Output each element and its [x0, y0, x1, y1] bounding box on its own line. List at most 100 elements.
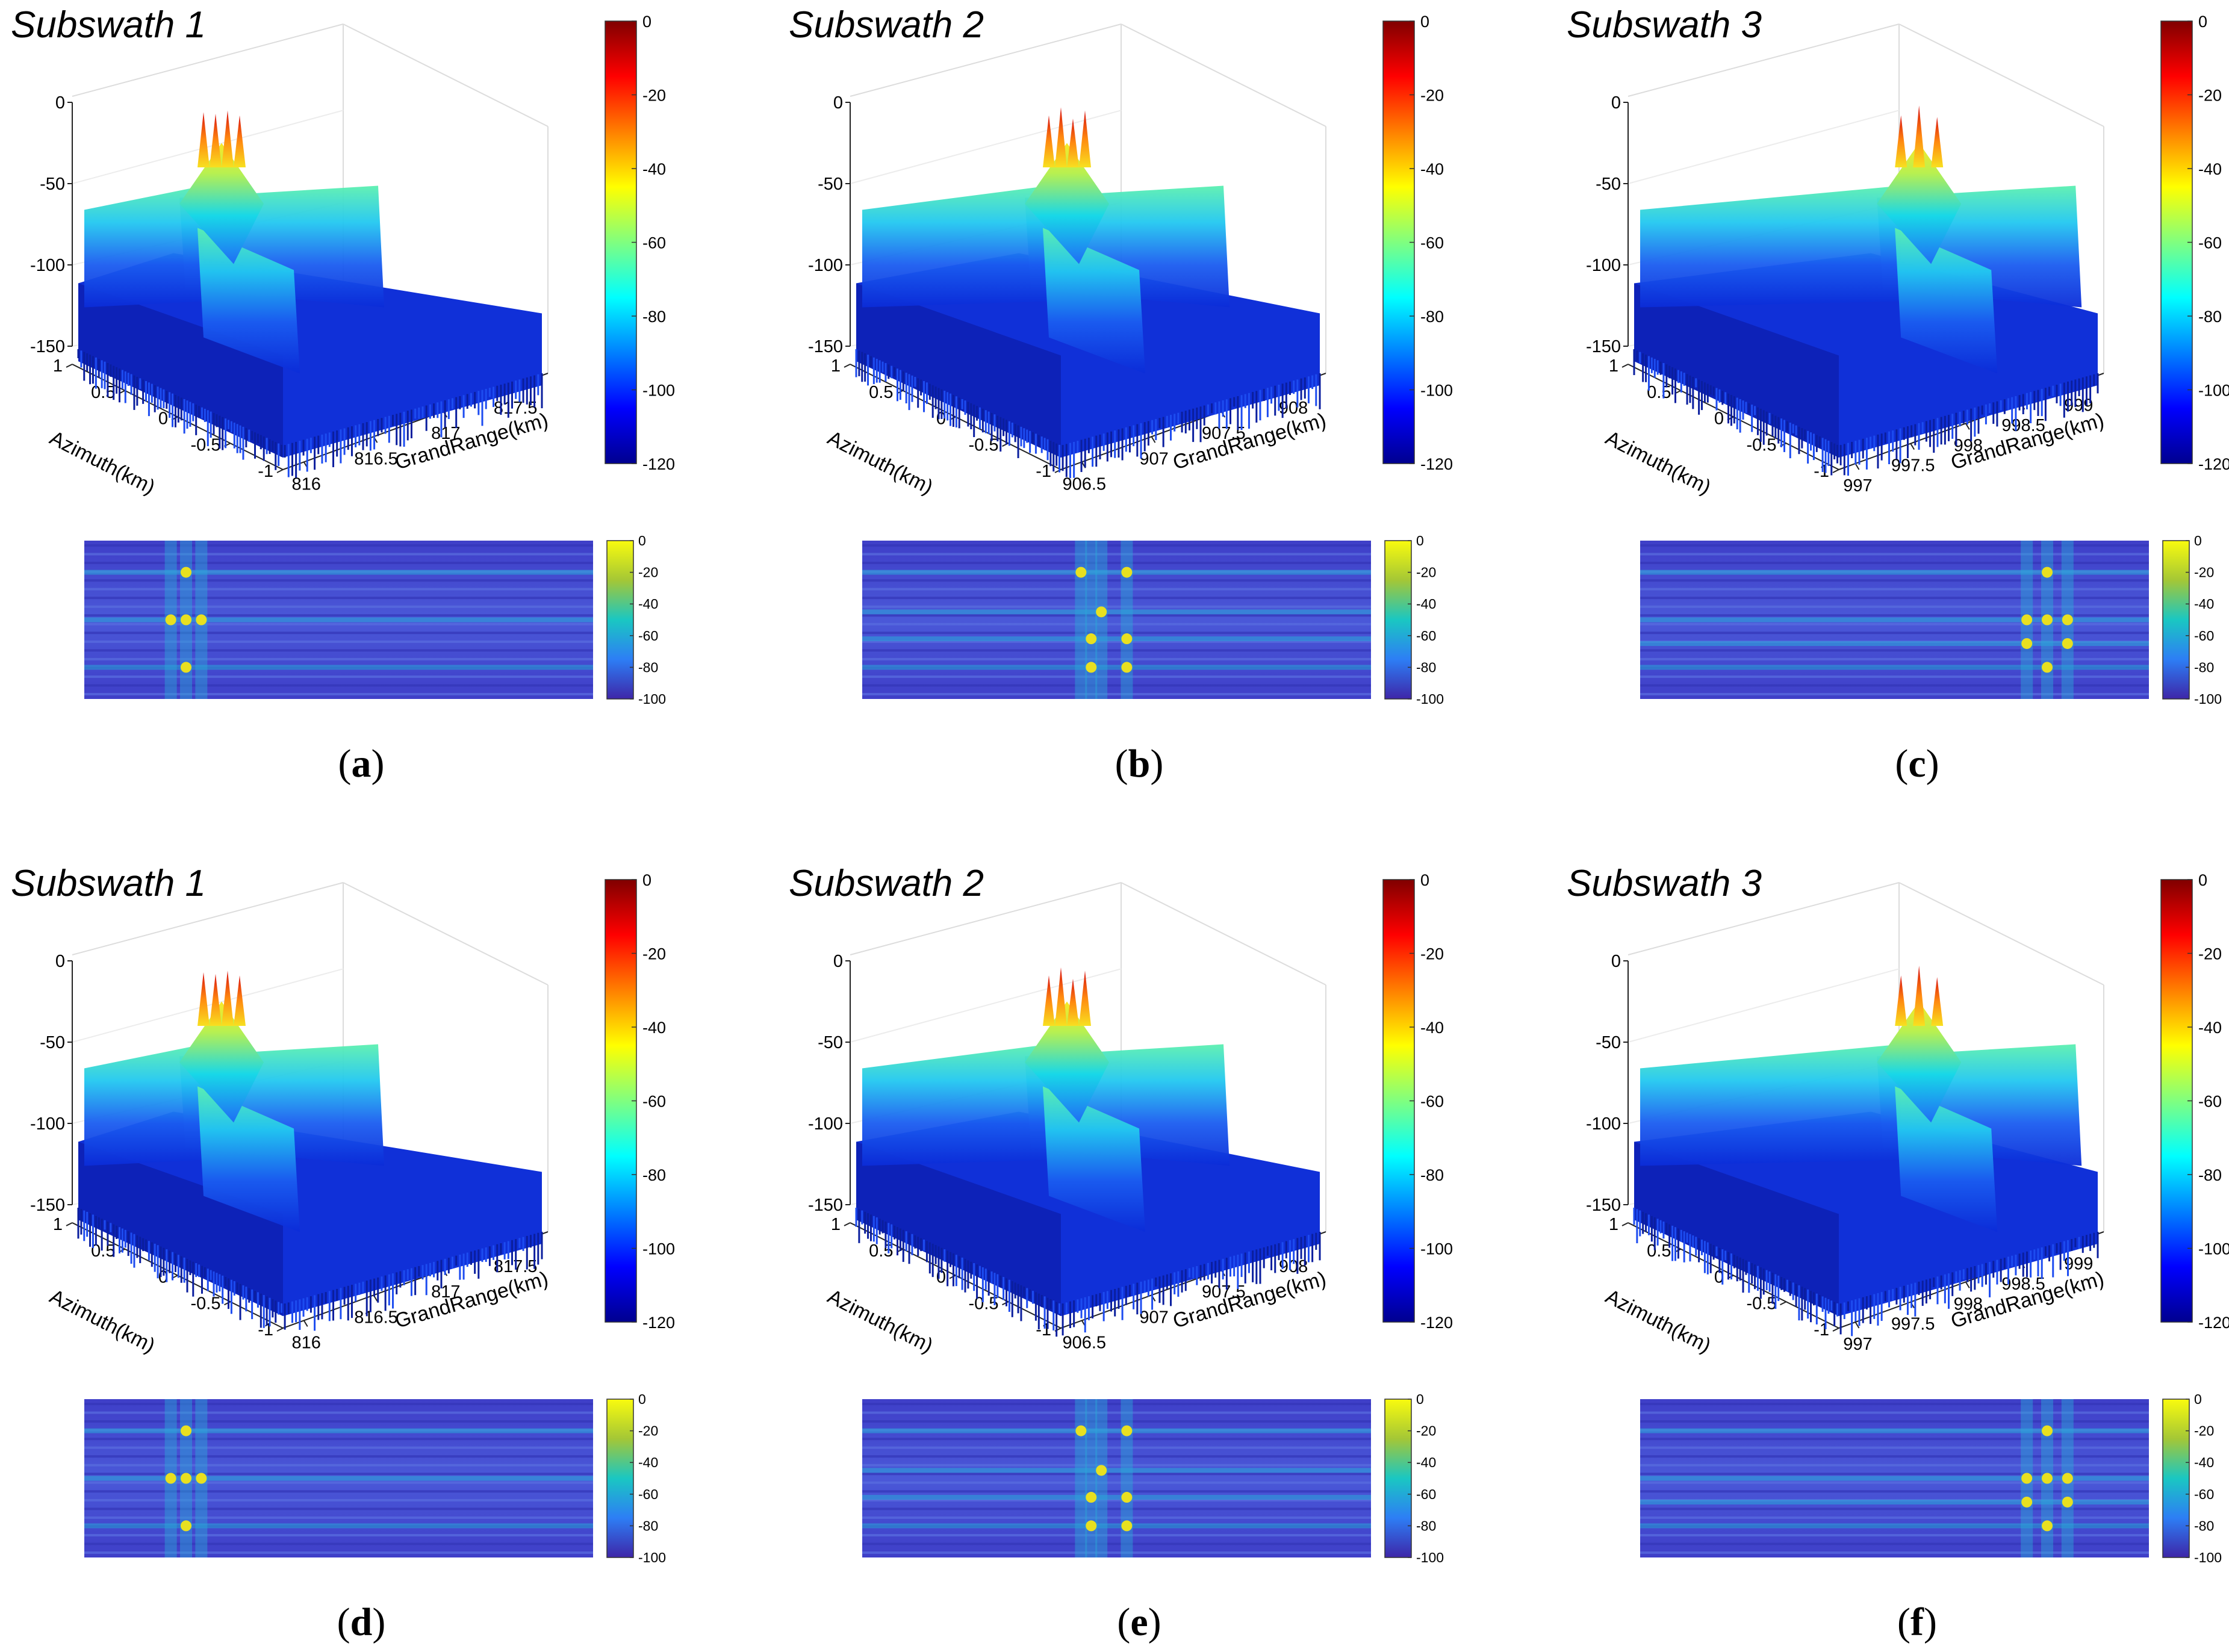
y-tick [844, 1222, 851, 1226]
mainlobe-base [179, 1001, 264, 1123]
colorbar-tick-label: -40 [1420, 1019, 1444, 1037]
y-axis-label: Azimuth(km) [824, 1285, 936, 1357]
panel-label: (f) [1897, 1600, 1937, 1644]
panel-title: Subswath 1 [11, 4, 206, 46]
peak-mark [1055, 107, 1067, 167]
x-tick [1965, 423, 1970, 430]
colorbar-tick-label: -60 [642, 234, 666, 252]
back-grid-line [1627, 968, 1900, 1043]
y-tick-label: -1 [1036, 462, 1051, 481]
noise-floor-front-face [1634, 1141, 1839, 1316]
azimuth-sidelobe-line [1075, 1399, 1087, 1557]
range-sidelobe-line [1640, 570, 2149, 575]
map-colorbar-tick-label: -60 [2194, 1486, 2214, 1502]
x-tick-label: 907 [1139, 1308, 1168, 1327]
point-target [2042, 1425, 2053, 1436]
range-sidelobe-line [1640, 1428, 2149, 1433]
colorbar-tick-label: -20 [1420, 87, 1444, 105]
range-sidelobe-line [84, 665, 593, 670]
panel-label-letter: f [1910, 1600, 1924, 1644]
azimuth-sidelobe-line [1121, 1399, 1133, 1557]
surface-body [1633, 105, 2099, 476]
map-colorbar-gradient [606, 1399, 634, 1558]
peak-mark [1067, 119, 1079, 167]
point-target [2021, 614, 2033, 626]
colorbar-tick-label: 0 [2198, 871, 2207, 889]
colorbar-tick-label: -20 [2198, 945, 2222, 963]
range-sidelobe-line [84, 570, 593, 575]
y-tick-label: 0.5 [91, 1241, 115, 1261]
map-colorbar-tick-label: -40 [2194, 596, 2214, 612]
y-tick [66, 364, 73, 368]
azimuth-sidelobe-ridge [197, 1086, 300, 1232]
y-axis-label: Azimuth(km) [1602, 1285, 1714, 1357]
azimuth-sidelobe-line [1075, 541, 1087, 699]
panel-title: Subswath 3 [1567, 863, 1762, 904]
z-tick-label: -50 [1596, 175, 1621, 194]
azimuth-sidelobe-line [1095, 1399, 1108, 1557]
mainlobe-base [1877, 1001, 1962, 1123]
x-tick-label: 817 [431, 1282, 460, 1302]
point-target [2062, 1473, 2073, 1484]
colorbar-tick-label: -40 [2198, 160, 2222, 178]
colorbar: 0 -20 -40 -60 -80 -100 -120 [2160, 13, 2229, 473]
azimuth-sidelobe-ridge [1895, 1086, 1998, 1232]
range-sidelobe-line [1640, 665, 2149, 670]
peak-mark [222, 110, 234, 167]
map-colorbar-tick-label: -60 [638, 1486, 658, 1502]
y-tick-label: -1 [258, 462, 273, 481]
range-sidelobe-line [1640, 617, 2149, 623]
map-colorbar: 0 -20 -40 -60 -80 -100 [1384, 533, 1444, 707]
range-sidelobe-line [84, 1523, 593, 1529]
point-target [2062, 614, 2073, 626]
map-colorbar-tick-label: 0 [2194, 533, 2202, 548]
map-colorbar-tick-label: -100 [638, 691, 666, 707]
map-colorbar-tick-label: 0 [1416, 533, 1424, 548]
map-colorbar: 0 -20 -40 -60 -80 -100 [606, 1391, 666, 1565]
point-target [2042, 567, 2053, 578]
colorbar-tick-label: -100 [1420, 1240, 1453, 1258]
back-grid-line [1121, 882, 1326, 986]
noise-floor-front-face [1634, 283, 1839, 458]
map-colorbar-tick-label: -100 [1416, 1550, 1444, 1565]
panel-title: Subswath 1 [11, 863, 206, 904]
surface-body [77, 970, 543, 1331]
z-tick-label: -150 [30, 337, 65, 356]
mainlobe-base [179, 143, 264, 264]
azimuth-sidelobe-line [1085, 1399, 1098, 1557]
z-tick-label: -50 [818, 1033, 843, 1052]
y-axis-label: Azimuth(km) [1602, 426, 1714, 498]
map-colorbar: 0 -20 -40 -60 -80 -100 [1384, 1391, 1444, 1565]
z-tick-label: -150 [1586, 337, 1621, 356]
y-tick [1832, 1328, 1839, 1332]
panel-label: (d) [337, 1600, 386, 1644]
point-target [181, 1473, 191, 1484]
colorbar-tick-label: -80 [642, 308, 666, 326]
colorbar-gradient [2160, 20, 2193, 464]
peak-mark [197, 972, 210, 1026]
map-heatmap [1640, 1399, 2149, 1557]
panel-label-close: ) [372, 1600, 385, 1644]
colorbar-tick-label: -20 [2198, 87, 2222, 105]
surface-body [77, 110, 543, 478]
colorbar-tick-label: -20 [642, 87, 666, 105]
map-heatmap [862, 541, 1371, 699]
colorbar-tick-label: -100 [642, 382, 675, 400]
z-tick-label: -150 [1586, 1196, 1621, 1215]
map-colorbar-tick-label: -40 [2194, 1455, 2214, 1470]
map-heatmap [862, 1399, 1371, 1557]
colorbar-tick-label: 0 [642, 871, 651, 889]
y-tick-label: 0.5 [91, 383, 115, 402]
range-sidelobe-line [862, 609, 1371, 615]
map-colorbar-tick-label: 0 [638, 1391, 646, 1407]
panel-label-letter: d [350, 1600, 373, 1644]
point-target [2021, 1473, 2033, 1484]
peak-mark [234, 975, 246, 1026]
back-grid-line [72, 882, 344, 955]
z-tick-label: -50 [1596, 1033, 1621, 1052]
x-tick-label: 998.5 [2001, 416, 2045, 435]
peak-mark [1067, 978, 1079, 1026]
map-background [862, 1399, 1371, 1557]
map-colorbar-tick-label: -60 [638, 628, 658, 644]
colorbar: 0 -20 -40 -60 -80 -100 -120 [2160, 871, 2229, 1332]
